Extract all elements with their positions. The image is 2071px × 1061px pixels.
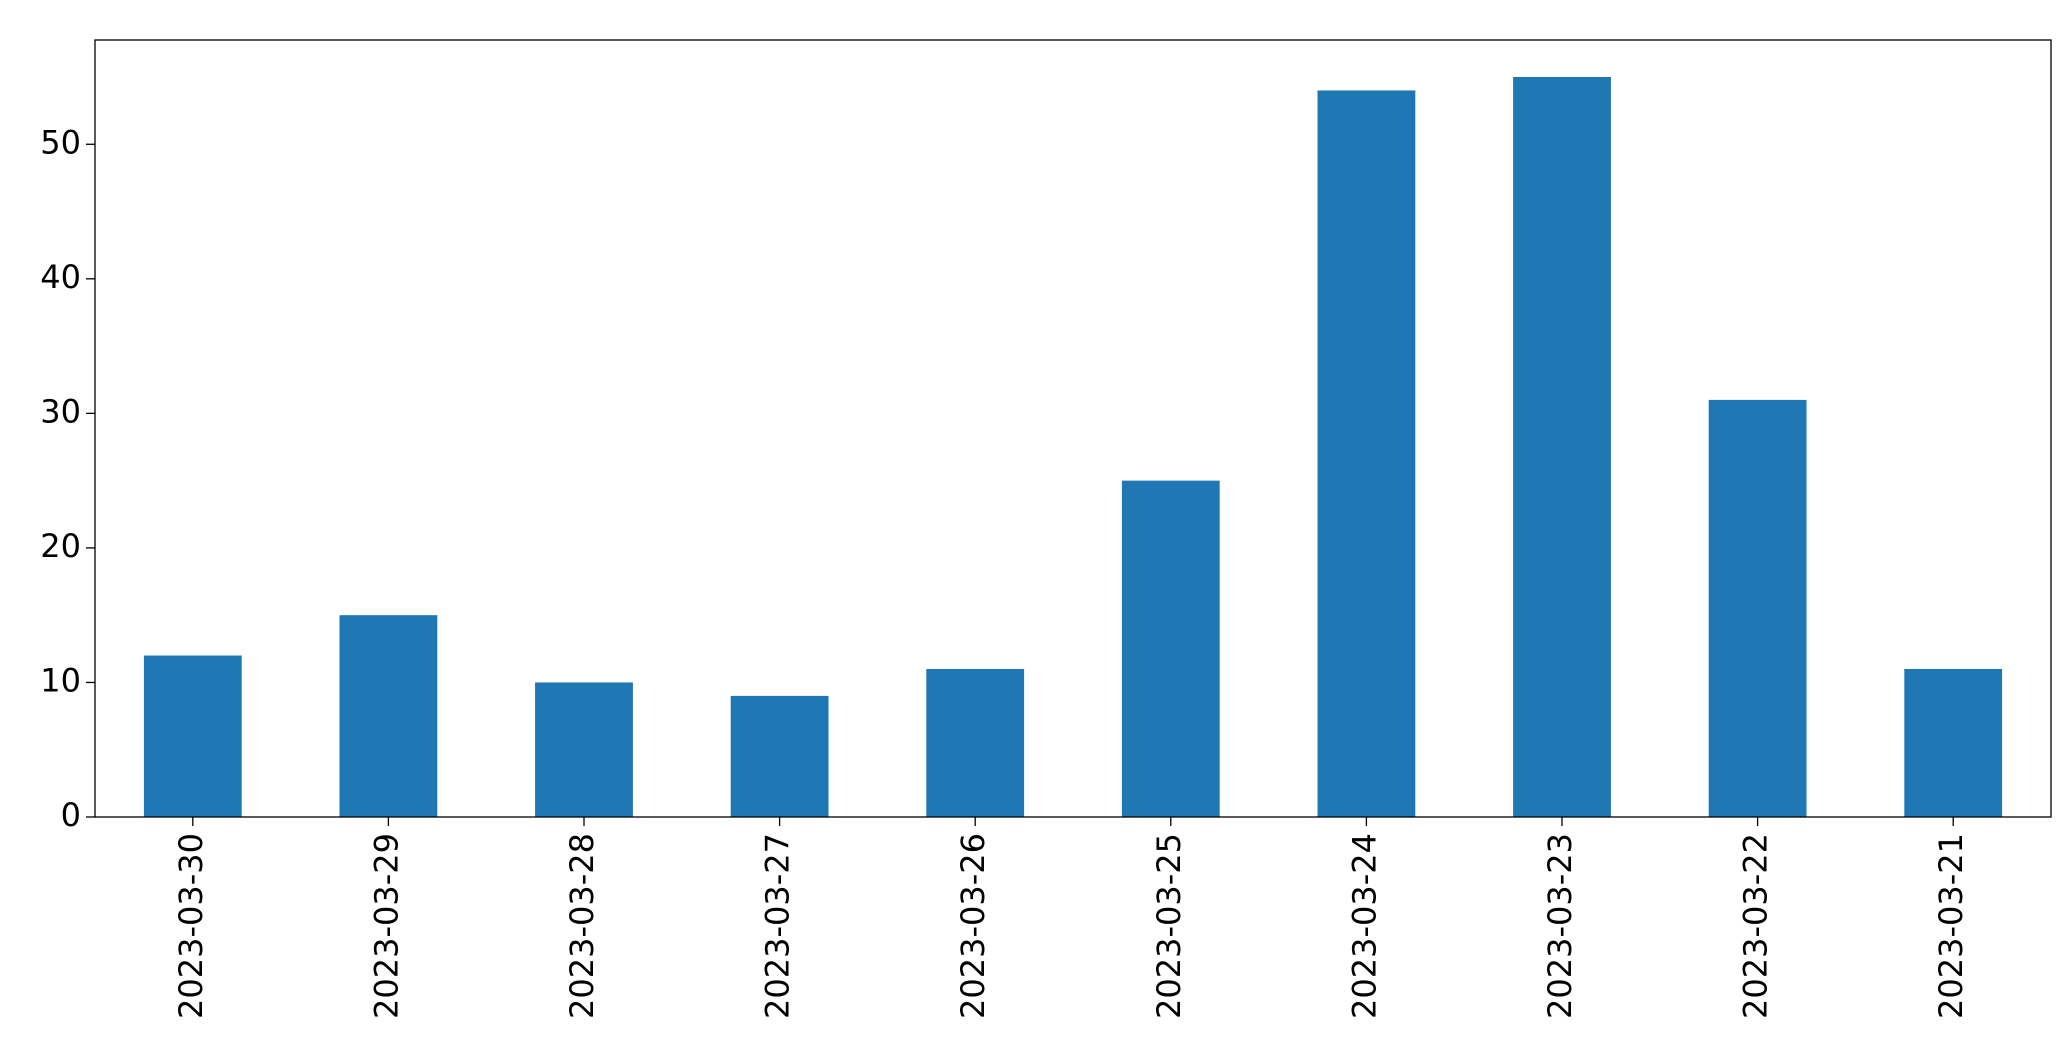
bar [926,669,1025,817]
x-tick-label: 2023-03-28 [563,833,601,1019]
y-tick-label: 40 [40,258,81,296]
x-tick-label: 2023-03-27 [759,833,797,1019]
y-tick-label: 20 [40,527,81,565]
x-tick-label: 2023-03-26 [954,833,992,1019]
axes-frame [94,39,2052,818]
y-tick-label: 0 [61,796,81,834]
x-tick-label: 2023-03-30 [172,833,210,1019]
bar [730,695,829,817]
x-tick-label: 2023-03-24 [1345,833,1383,1019]
x-tick-label: 2023-03-25 [1150,833,1188,1019]
x-tick-label: 2023-03-22 [1737,833,1775,1019]
x-tick-label: 2023-03-29 [367,833,405,1019]
y-tick-label: 50 [40,123,81,161]
bar [1121,480,1220,817]
bar [1513,77,1611,817]
bar [339,615,438,817]
bar [1317,90,1416,818]
y-tick-label: 10 [40,661,81,699]
bar [535,682,633,817]
bar [1904,669,2003,817]
y-tick-label: 30 [40,392,81,430]
bar [1708,399,1807,817]
x-tick-label: 2023-03-21 [1932,833,1970,1019]
x-tick-label: 2023-03-23 [1541,833,1579,1019]
bar [143,655,242,817]
